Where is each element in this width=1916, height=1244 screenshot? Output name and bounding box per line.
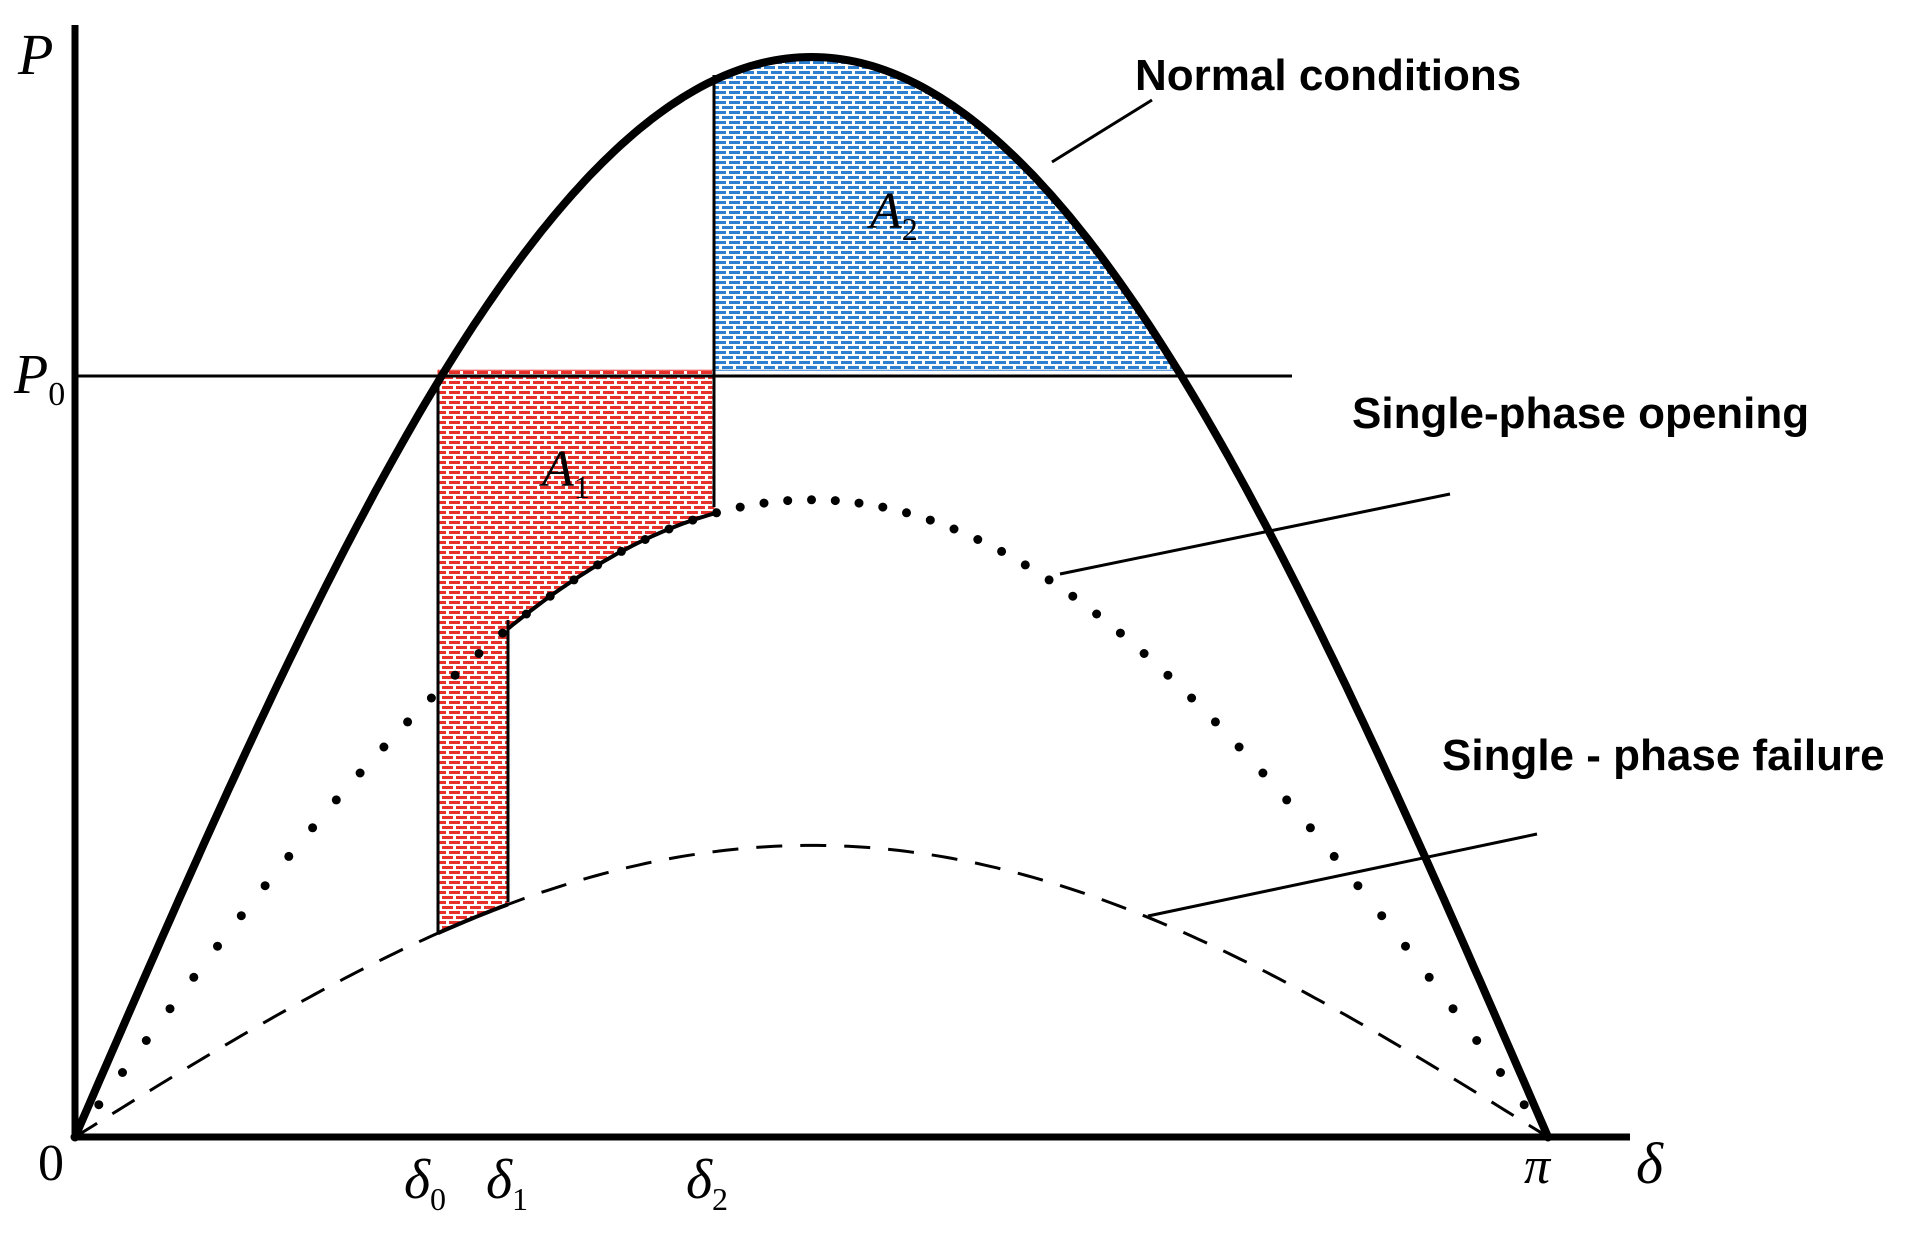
opening-curve-dot	[1139, 649, 1149, 658]
opening-curve-dot	[830, 496, 840, 506]
opening-curve-dot	[1092, 609, 1102, 619]
opening-curve-dot	[1377, 911, 1387, 921]
opening-curve-dot	[688, 515, 698, 525]
single-phase-opening-label: Single-phase opening	[1352, 389, 1809, 438]
opening-curve-dot	[1424, 972, 1434, 982]
opening-curve-dot	[308, 823, 318, 833]
normal-conditions-label: Normal conditions	[1135, 51, 1521, 100]
failure-curve	[74, 843, 1549, 1139]
origin-label: 0	[38, 1135, 64, 1192]
opening-curve-dot	[664, 524, 674, 534]
area-a2-label: A2	[867, 183, 918, 247]
delta0-label: δ0	[404, 1149, 446, 1217]
opening-curve-dot	[521, 609, 531, 619]
opening-curve-dot	[1210, 717, 1220, 727]
opening-curve-dot	[1187, 693, 1197, 703]
opening-curve-dot	[712, 508, 721, 518]
opening-curve-dot	[450, 670, 460, 680]
leader-opening	[1059, 492, 1451, 576]
opening-curve-dot	[640, 535, 650, 544]
opening-curve-dot	[783, 496, 793, 506]
opening-curve-dot	[569, 575, 579, 585]
opening-curve-dot	[997, 546, 1007, 556]
opening-curve-dot	[355, 768, 365, 778]
opening-curve-dot	[403, 717, 413, 727]
opening-curve-dot	[1258, 768, 1268, 778]
pi-label: π	[1524, 1138, 1552, 1195]
opening-curve-dot	[1234, 742, 1244, 752]
opening-curve-dot	[236, 911, 246, 921]
opening-curve-dot	[878, 502, 888, 512]
p0-label: P0	[13, 344, 65, 413]
opening-curve-dot	[165, 1004, 175, 1014]
opening-curve-dot	[1329, 851, 1339, 861]
delta1-label: δ1	[486, 1149, 528, 1217]
opening-curve-dot	[925, 515, 935, 525]
opening-curve-dot	[94, 1100, 104, 1110]
opening-curve-dot	[189, 972, 199, 982]
x-axis-label: δ	[1636, 1131, 1664, 1196]
opening-curve-dot	[759, 498, 769, 508]
opening-curve-dot	[593, 560, 603, 570]
leader-normal	[1051, 98, 1153, 164]
opening-curve-dot	[973, 535, 983, 544]
opening-curve-dot	[545, 591, 555, 601]
opening-curve-dot	[118, 1068, 127, 1077]
opening-curve-dot	[616, 546, 626, 556]
area-a1-label: A1	[539, 441, 590, 505]
opening-curve-dot	[474, 649, 484, 658]
delta2-label: δ2	[686, 1149, 728, 1217]
opening-curve-dot	[949, 524, 959, 534]
leader-failure	[1147, 832, 1538, 918]
opening-curve-dot	[807, 495, 816, 505]
opening-curve-dot	[426, 693, 436, 703]
opening-curve-dot	[260, 881, 270, 891]
opening-curve-dot	[1020, 560, 1030, 570]
opening-curve-dot	[498, 628, 508, 638]
opening-curve-dot	[213, 941, 222, 951]
opening-curve-dot	[284, 851, 294, 861]
opening-curve-dot	[141, 1036, 151, 1045]
opening-segment	[506, 511, 715, 631]
opening-curve	[70, 495, 1553, 1142]
opening-curve-dot	[1068, 591, 1078, 601]
opening-curve-dot	[379, 742, 389, 752]
opening-curve-dot	[1282, 795, 1292, 805]
opening-curve-dot	[1044, 575, 1054, 585]
single-phase-failure-label: Single - phase failure	[1442, 731, 1885, 780]
y-axis-label: P	[17, 22, 53, 87]
opening-curve-dot	[1305, 823, 1315, 833]
opening-curve-dot	[1448, 1004, 1458, 1014]
opening-curve-dot	[1519, 1100, 1529, 1110]
normal-curve	[71, 52, 1552, 1139]
opening-curve-dot	[1496, 1068, 1505, 1077]
opening-curve-dot	[1401, 941, 1410, 951]
opening-curve-dot	[1115, 628, 1125, 638]
opening-curve-dot	[854, 498, 864, 508]
opening-curve-dot	[331, 795, 341, 805]
opening-curve-dot	[1163, 670, 1173, 680]
opening-curve-dot	[902, 508, 911, 518]
opening-curve-dot	[735, 502, 745, 512]
opening-curve-dot	[1353, 881, 1363, 891]
opening-curve-dot	[1472, 1036, 1482, 1045]
